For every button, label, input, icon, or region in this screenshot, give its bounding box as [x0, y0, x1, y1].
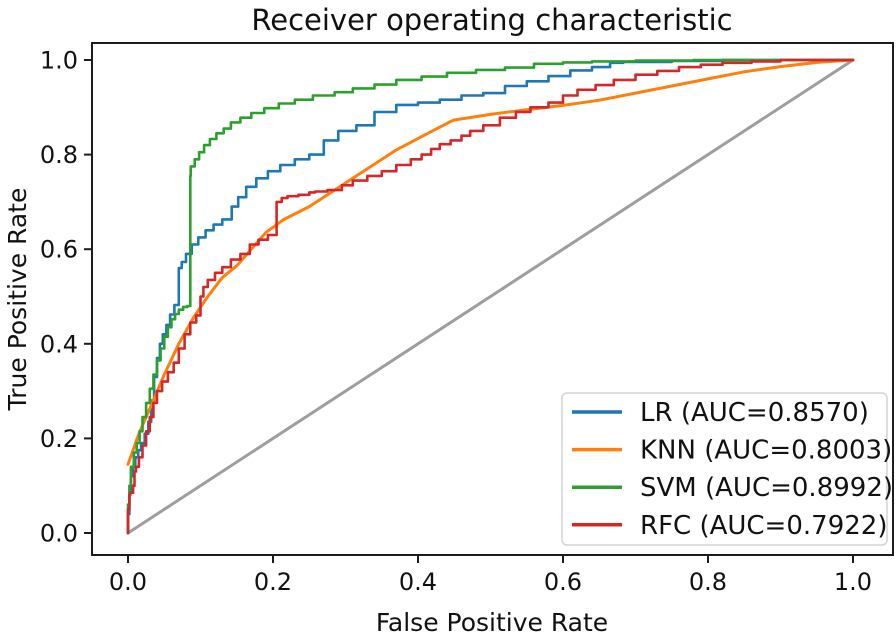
x-tick-label: 0.2: [254, 568, 292, 596]
roc-curve-chance: [126, 58, 855, 535]
legend-box: [561, 392, 888, 546]
legend-label-svm: SVM (AUC=0.8992): [640, 473, 893, 503]
axis-ticks: 0.0 0.2 0.4 0.6 0.8 1.0 0.0 0.2 0.4 0.6 0.8 1.0: [40, 47, 872, 597]
legend-label-lr: LR (AUC=0.8570): [640, 398, 869, 428]
y-tick-label: 1.0: [40, 47, 78, 75]
y-tick-label: 0.6: [40, 236, 78, 264]
roc-curves: [126, 58, 855, 535]
y-tick-label: 0.8: [40, 141, 78, 169]
x-axis-label: False Positive Rate: [376, 608, 608, 637]
x-tick-label: 0.8: [689, 568, 727, 596]
y-tick-label: 0.2: [40, 425, 78, 453]
x-tick-label: 0.6: [544, 568, 582, 596]
y-axis-label: True Positive Rate: [3, 188, 32, 412]
roc-curve-svm: [126, 58, 855, 535]
x-tick-label: 0.0: [109, 568, 147, 596]
roc-curve-rfc: [126, 58, 855, 535]
legend-label-rfc: RFC (AUC=0.7922): [640, 511, 887, 541]
roc-curve-knn: [126, 58, 855, 466]
y-tick-label: 0.4: [40, 330, 78, 358]
chart-title: Receiver operating characteristic: [251, 3, 732, 37]
legend-label-knn: KNN (AUC=0.8003): [640, 436, 892, 466]
legend: LR (AUC=0.8570) KNN (AUC=0.8003) SVM (AUC=…: [561, 392, 893, 546]
y-tick-label: 0.0: [40, 520, 78, 548]
x-tick-label: 0.4: [399, 568, 437, 596]
x-tick-label: 1.0: [834, 568, 872, 596]
